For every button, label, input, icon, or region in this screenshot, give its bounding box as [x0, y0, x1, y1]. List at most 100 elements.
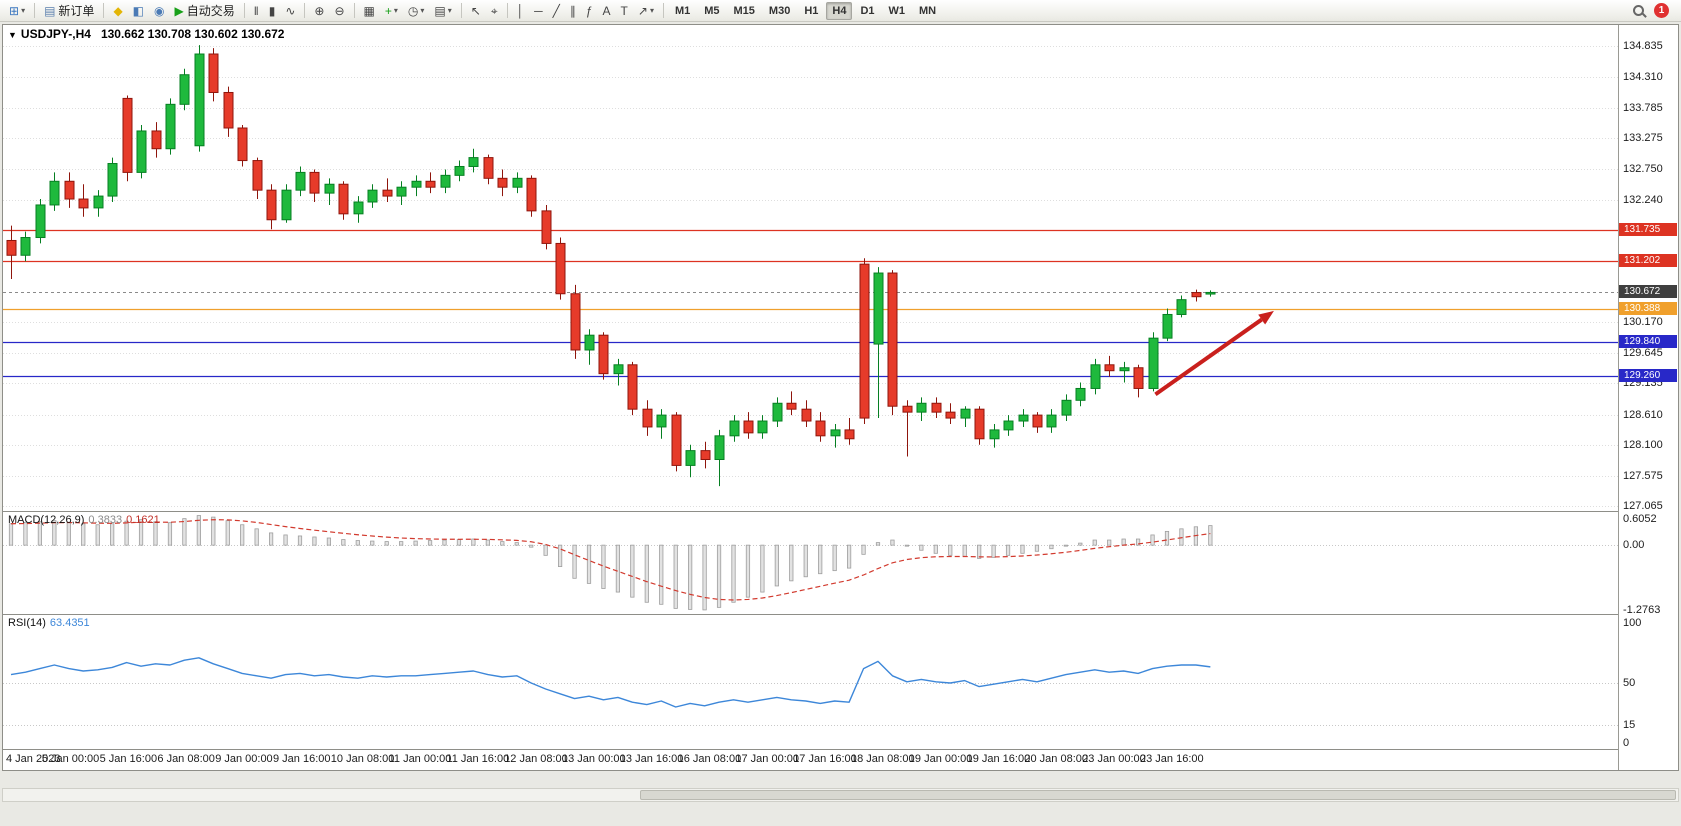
macd-bar [211, 516, 216, 546]
macd-bar [95, 524, 100, 546]
price-tick-label: 134.835 [1623, 40, 1663, 52]
navigator-icon: ◉ [154, 3, 165, 18]
rsi-tick-label: 50 [1623, 677, 1636, 689]
panel-splitter[interactable] [3, 511, 1678, 512]
text-button[interactable]: A [599, 2, 615, 20]
timeframe-d1-button[interactable]: D1 [860, 4, 875, 17]
candle [78, 198, 89, 209]
candle [468, 157, 479, 167]
price-tick-label: 133.785 [1623, 102, 1663, 115]
price-tick-label: 132.750 [1623, 163, 1663, 176]
trend-arrow-annotation[interactable] [1154, 317, 1263, 397]
price-level-badge: 131.202 [1619, 254, 1677, 268]
equidistant-channel-button[interactable]: ∥ [566, 2, 580, 20]
notifications-badge[interactable]: 1 [1654, 3, 1669, 18]
horizontal-scrollbar-thumb[interactable] [639, 790, 1676, 800]
horizontal-line-button[interactable]: ─ [530, 2, 547, 20]
tile-windows-button[interactable]: ▦ [360, 2, 379, 20]
macd-indicator-panel[interactable]: MACD(12,26,9) 0.3833 0.1621 [3, 512, 1618, 614]
crosshair-button[interactable]: ⌖ [487, 2, 502, 20]
candle [309, 171, 320, 194]
candle [512, 177, 523, 188]
rsi-tick-label: 15 [1623, 719, 1636, 731]
new-order-button-label: 新订单 [58, 4, 95, 18]
zoom-out-button[interactable]: ⊖ [330, 2, 348, 20]
macd-bar [933, 544, 938, 554]
timeframe-h1-button[interactable]: H1 [804, 4, 819, 17]
timeframe-m5-button[interactable]: M5 [704, 4, 720, 17]
metaeditor-button[interactable]: ◆ [109, 2, 126, 20]
cursor-button[interactable]: ↖ [467, 2, 485, 20]
indicators-button[interactable]: + ▾ [381, 2, 402, 20]
vertical-line-button[interactable]: │ [513, 2, 529, 20]
timeframe-h4-button[interactable]: H4 [826, 1, 853, 20]
rsi-indicator-panel[interactable]: RSI(14) 63.4351 [3, 615, 1618, 749]
timeframe-m15-button[interactable]: M15 [733, 4, 755, 17]
zoom-in-button[interactable]: ⊕ [310, 2, 328, 20]
chart-candles-button[interactable]: ▮ [265, 2, 280, 20]
fibonacci-button[interactable]: ƒ [582, 2, 597, 20]
candle [1119, 367, 1130, 372]
price-chart-canvas[interactable] [3, 25, 1618, 511]
chart-line-button[interactable]: ∿ [281, 2, 299, 20]
candle [584, 334, 595, 351]
candle [396, 186, 407, 197]
price-tick-label: 127.575 [1623, 469, 1663, 482]
market-watch-button[interactable]: ◧ [129, 2, 148, 20]
arrows-button[interactable]: ↗ ▾ [634, 2, 658, 20]
macd-bar [1092, 539, 1097, 546]
macd-bar [81, 523, 86, 546]
macd-bar [413, 540, 418, 546]
panel-splitter[interactable] [3, 614, 1678, 615]
candle [1018, 414, 1029, 422]
timeframe-w1-button[interactable]: W1 [888, 4, 906, 17]
time-axis-label: 11 Jan 16:00 [446, 753, 510, 765]
macd-bar [847, 544, 852, 569]
navigator-button[interactable]: ◉ [150, 2, 168, 20]
main-chart-panel[interactable]: ▼ USDJPY-,H4 130.662 130.708 130.602 130.6… [3, 25, 1618, 511]
autotrading-button[interactable]: ▶ 自动交易 [171, 2, 239, 20]
chart-bars-button[interactable]: ‖ [250, 2, 263, 20]
time-axis-label: 20 Jan 08:00 [1024, 753, 1089, 765]
rsi-name: RSI(14) [8, 617, 46, 629]
macd-canvas[interactable] [3, 512, 1618, 614]
autotrading-button-label: 自动交易 [186, 4, 235, 18]
candle [179, 74, 190, 105]
time-axis[interactable]: 4 Jan 2023 5 Jan 00:00 5 Jan 16:00 6 Jan 08… [3, 749, 1618, 770]
macd-bar [110, 523, 115, 546]
text-label-button[interactable]: T [617, 2, 632, 20]
horizontal-scrollbar[interactable] [2, 788, 1679, 802]
new-chart-button[interactable]: ⊞ ▾ [5, 2, 29, 20]
periods-button[interactable]: ◷ ▾ [404, 2, 429, 20]
macd-bar [37, 521, 43, 546]
candle [642, 408, 653, 428]
macd-bar [1150, 534, 1155, 546]
one-click-trading-toggle[interactable]: ▼ [8, 30, 17, 40]
trendline-button[interactable]: ╱ [549, 2, 564, 20]
toolbar-separator [34, 3, 36, 18]
macd-bar [384, 541, 389, 546]
toolbar-separator [304, 3, 306, 18]
candle [440, 174, 451, 188]
templates-button[interactable]: ▤ ▾ [430, 2, 455, 20]
crosshair-icon: ⌖ [490, 3, 498, 18]
macd-bar [586, 544, 592, 584]
macd-bar [1063, 544, 1068, 547]
timeframe-mn-button[interactable]: MN [919, 4, 937, 17]
macd-bar [341, 539, 346, 546]
toolbar-separator [103, 3, 105, 18]
time-axis-label: 19 Jan 00:00 [908, 753, 973, 765]
macd-bar [659, 544, 664, 605]
candle [1075, 387, 1086, 401]
rsi-canvas[interactable] [3, 615, 1618, 749]
timeframe-m30-button[interactable]: M30 [768, 4, 791, 17]
price-axis[interactable]: 134.835 134.310 133.785 133.275 132.750 132.2… [1618, 25, 1678, 770]
candle [945, 411, 956, 419]
price-level-badge: 130.388 [1619, 302, 1677, 316]
macd-bar [182, 518, 187, 546]
new-order-button[interactable]: ▤ 新订单 [40, 2, 98, 20]
market-watch-icon: ◧ [132, 3, 145, 18]
timeframe-m1-button[interactable]: M1 [674, 4, 691, 17]
candle [93, 195, 104, 209]
search-icon[interactable] [1633, 5, 1644, 16]
